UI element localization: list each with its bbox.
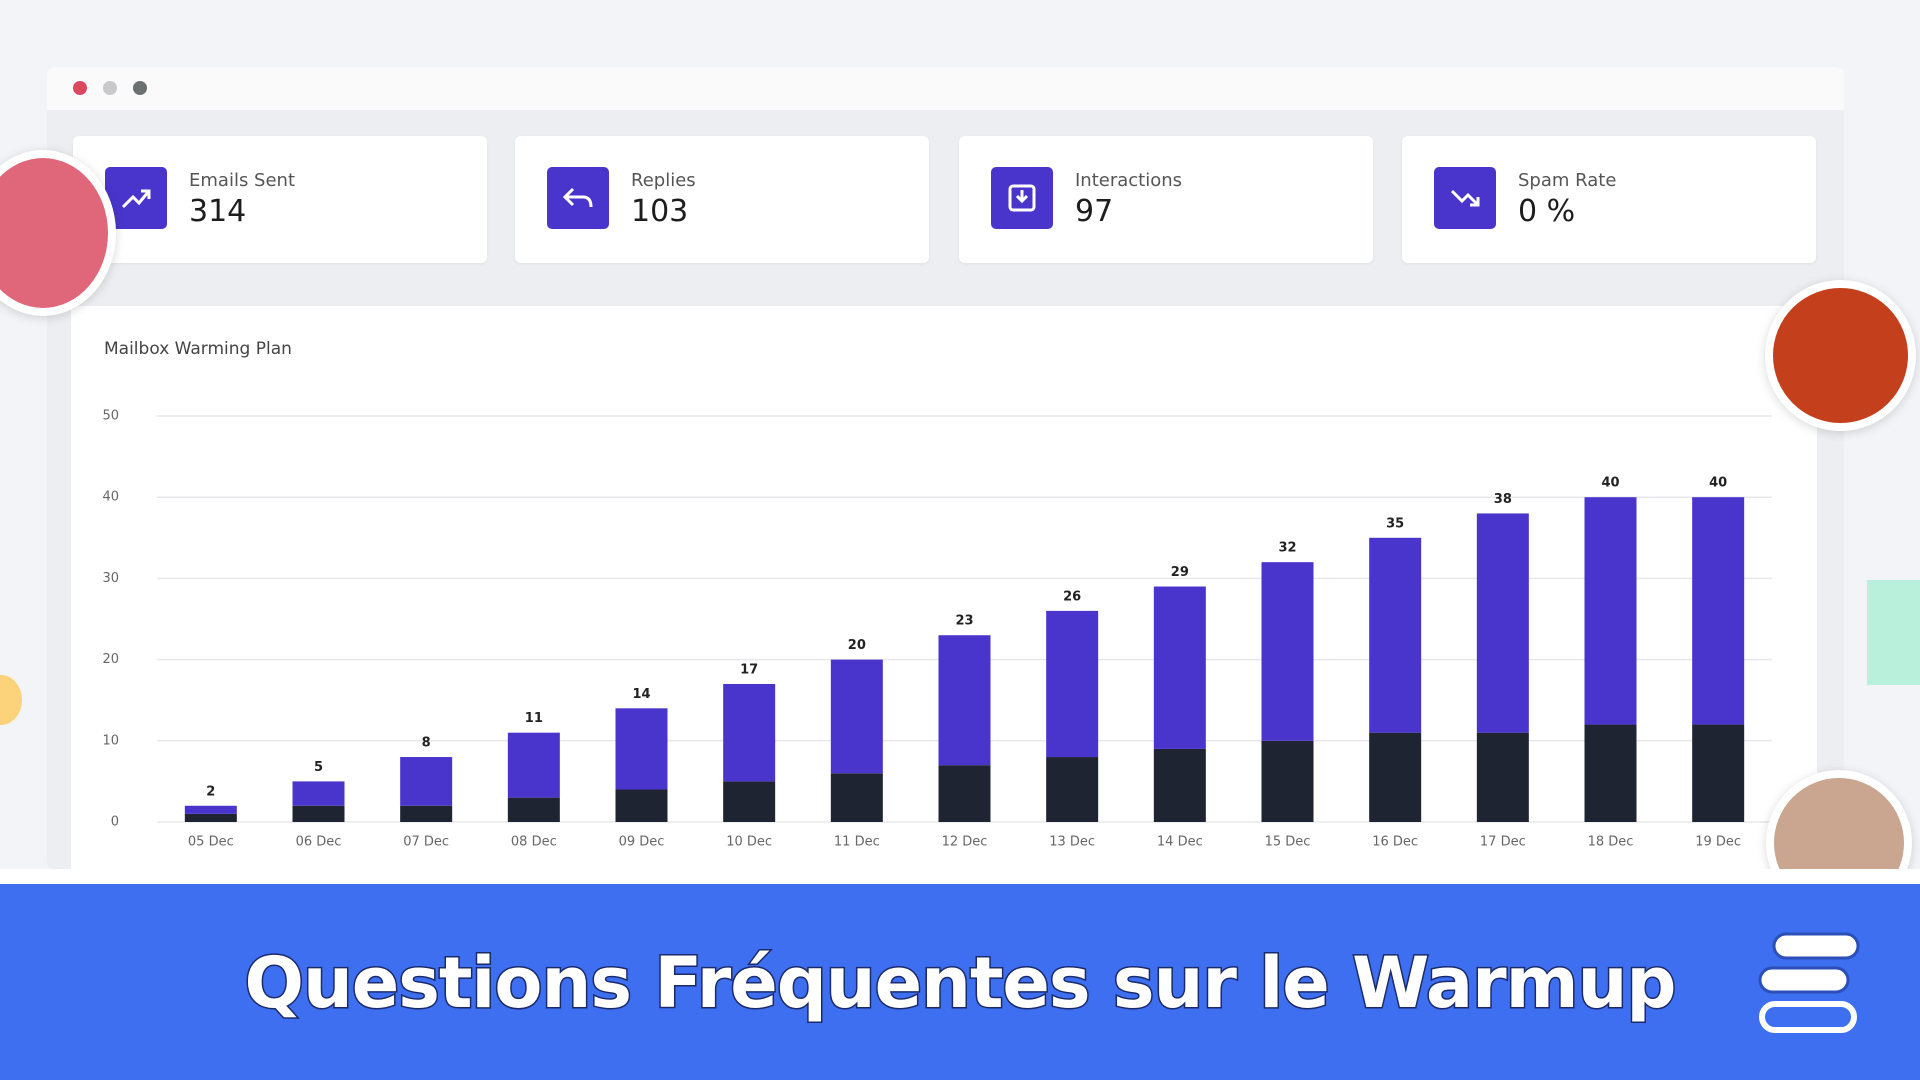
x-tick-label: 06 Dec [296, 835, 342, 850]
banner-title: Questions Fréquentes sur le Warmup [243, 941, 1678, 1026]
x-tick-label: 19 Dec [1695, 835, 1741, 850]
logo [1758, 932, 1860, 1033]
y-tick-label: 10 [102, 733, 119, 748]
data-label: 17 [740, 662, 758, 677]
y-tick-label: 20 [102, 652, 119, 667]
bar-segment [615, 708, 668, 790]
bar-segment [830, 773, 883, 822]
bar-segment [400, 757, 453, 806]
stat-icon [547, 167, 609, 229]
x-tick-label: 18 Dec [1588, 835, 1634, 850]
chart: Mailbox Warming Plan 0 10 20 30 40 50 2 05 Dec 5… [102, 339, 1772, 850]
data-label: 14 [632, 687, 650, 702]
bar-segment [1476, 732, 1529, 822]
stat-icon [105, 167, 167, 229]
x-tick-label: 09 Dec [619, 835, 665, 850]
x-tick-label: 05 Dec [188, 835, 234, 850]
data-label: 23 [955, 614, 973, 629]
bar-segment [184, 813, 237, 822]
banner: Questions Fréquentes sur le Warmup [0, 884, 1920, 1080]
chart-title: Mailbox Warming Plan [104, 339, 292, 359]
bar-segment [1153, 748, 1206, 822]
stat-value: 103 [631, 194, 689, 229]
bar-segment [938, 635, 991, 766]
bar-segment [1692, 497, 1745, 725]
divider [0, 869, 1920, 884]
bar-segment [1153, 586, 1206, 749]
x-tick-label: 10 Dec [726, 835, 772, 850]
bar-segment [292, 805, 345, 822]
decoration [1867, 580, 1920, 685]
data-label: 8 [422, 736, 431, 751]
bar-segment [507, 732, 560, 798]
data-label: 32 [1278, 541, 1296, 556]
stat-label: Interactions [1075, 170, 1183, 191]
bar-segment [1476, 513, 1529, 733]
bar-segment [1369, 537, 1422, 733]
bar-segment [1261, 740, 1314, 822]
bar-segment [723, 781, 776, 822]
window-bar [47, 67, 1844, 110]
stat-value: 97 [1075, 194, 1114, 229]
window-dot[interactable] [103, 81, 117, 95]
x-tick-label: 07 Dec [403, 835, 449, 850]
y-tick-label: 50 [102, 409, 119, 424]
x-tick-label: 08 Dec [511, 835, 557, 850]
bar-segment [1584, 497, 1637, 725]
stat-card: Replies 103 [515, 136, 929, 263]
x-tick-label: 14 Dec [1157, 835, 1203, 850]
bar-segment [723, 683, 776, 782]
y-tick-label: 30 [102, 571, 119, 586]
stat-value: 0 % [1518, 194, 1576, 229]
data-label: 40 [1601, 476, 1619, 491]
stat-label: Emails Sent [189, 170, 296, 191]
bar-segment [1046, 757, 1099, 822]
bar-segment [184, 805, 237, 814]
bar-segment [830, 659, 883, 774]
bar-segment [1046, 610, 1099, 758]
x-tick-label: 16 Dec [1372, 835, 1418, 850]
stat-card: Emails Sent 314 [73, 136, 487, 263]
stat-label: Spam Rate [1518, 170, 1617, 191]
bar-segment [938, 765, 991, 822]
stat-icon [1434, 167, 1496, 229]
avatar [1765, 280, 1916, 431]
x-tick-label: 12 Dec [942, 835, 988, 850]
bar-segment [292, 781, 345, 806]
x-tick-label: 17 Dec [1480, 835, 1526, 850]
stat-card: Spam Rate 0 % [1402, 136, 1816, 263]
x-tick-label: 13 Dec [1049, 835, 1095, 850]
chart-card: Mailbox Warming Plan 0 10 20 30 40 50 2 05 Dec 5… [71, 306, 1817, 869]
data-label: 40 [1709, 476, 1727, 491]
x-tick-label: 11 Dec [834, 835, 880, 850]
y-tick-label: 0 [111, 815, 119, 830]
bar-segment [507, 797, 560, 822]
bar-segment [1261, 562, 1314, 741]
data-label: 26 [1063, 589, 1081, 604]
bar-segment [1692, 724, 1745, 822]
x-tick-label: 15 Dec [1265, 835, 1311, 850]
y-tick-label: 40 [102, 490, 119, 505]
bar-segment [1584, 724, 1637, 822]
stat-card: Interactions 97 [959, 136, 1373, 263]
window-dot[interactable] [133, 81, 147, 95]
data-label: 38 [1494, 492, 1512, 507]
data-label: 11 [525, 711, 543, 726]
window-dot[interactable] [73, 81, 87, 95]
bar-segment [615, 789, 668, 822]
bar-segment [400, 805, 453, 822]
avatar [0, 150, 116, 316]
stat-label: Replies [631, 170, 696, 191]
data-label: 20 [848, 638, 866, 653]
bar-segment [1369, 732, 1422, 822]
stat-value: 314 [189, 194, 247, 229]
data-label: 2 [206, 784, 215, 799]
data-label: 35 [1386, 516, 1404, 531]
decoration [0, 675, 22, 725]
stat-icon [991, 167, 1053, 229]
data-label: 5 [314, 760, 323, 775]
data-label: 29 [1171, 565, 1189, 580]
